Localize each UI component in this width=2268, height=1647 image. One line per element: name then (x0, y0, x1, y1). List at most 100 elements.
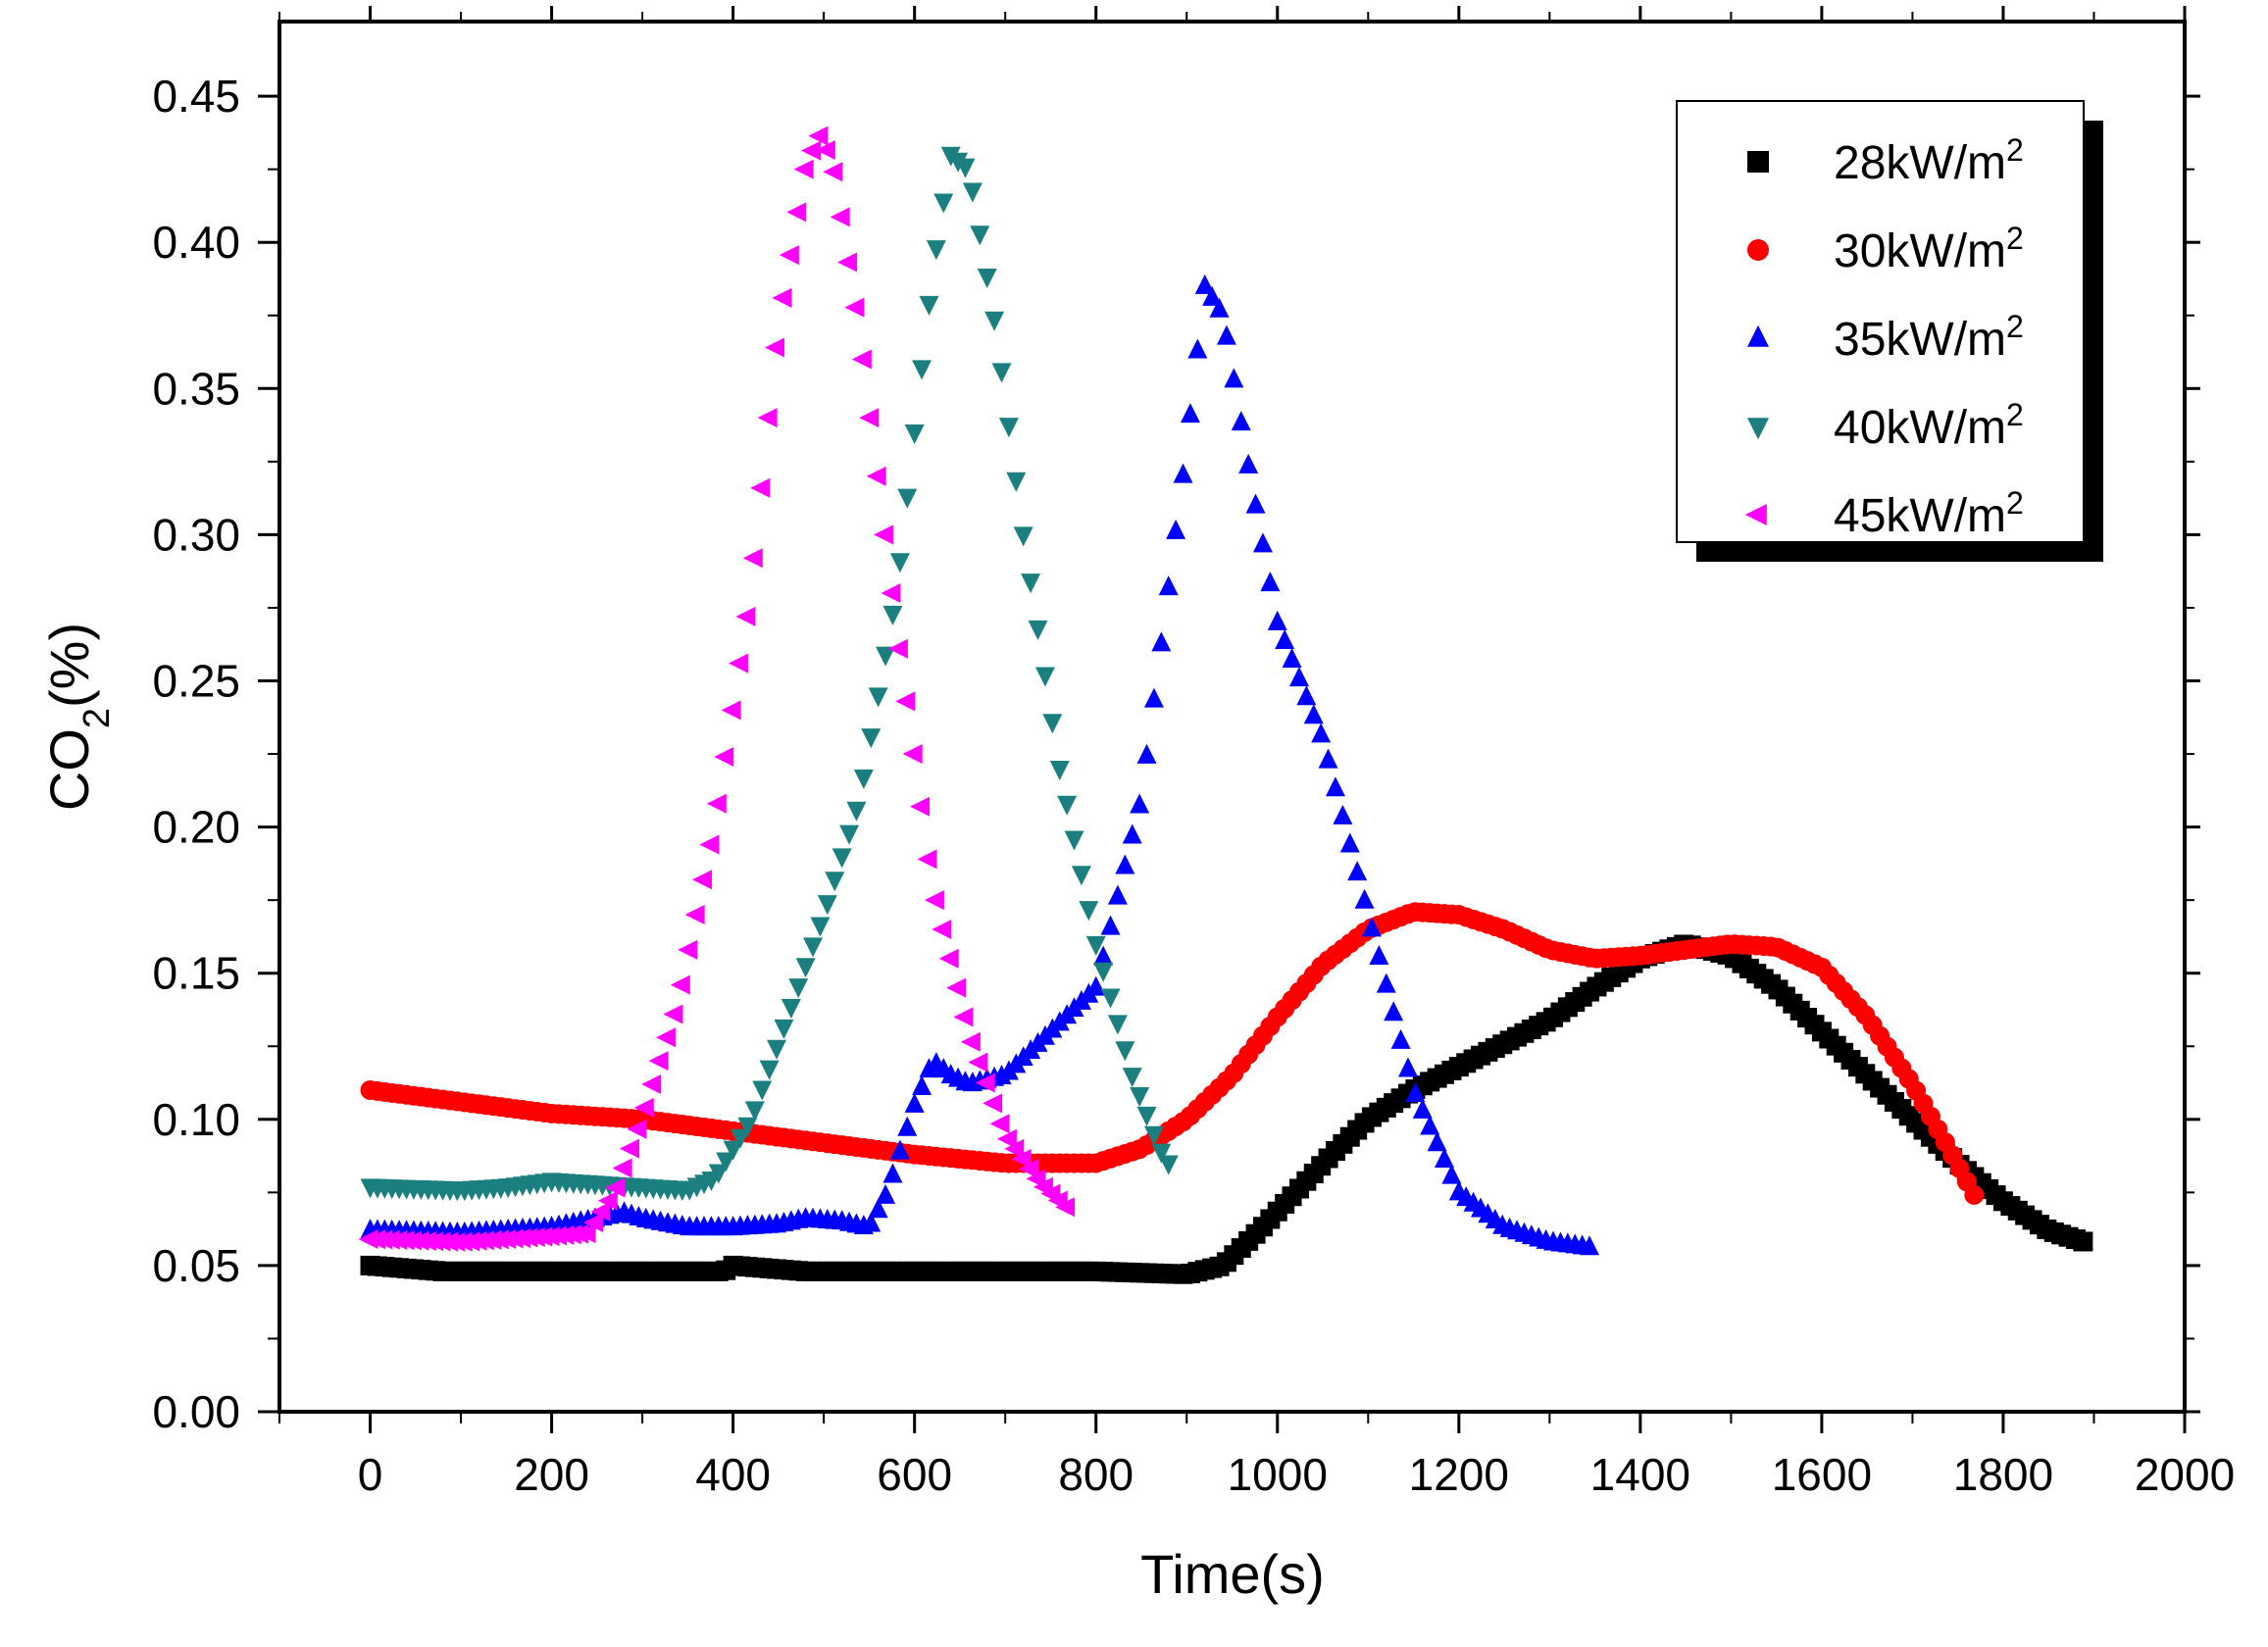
data-point (882, 605, 903, 625)
legend-marker (1747, 151, 1769, 173)
data-point (926, 240, 946, 261)
data-point (1209, 297, 1230, 318)
x-axis-title: Time(s) (1140, 1543, 1325, 1605)
data-point (759, 1060, 780, 1080)
data-point (1173, 463, 1193, 483)
data-point (1019, 1159, 1039, 1179)
x-tick-label: 800 (1058, 1449, 1134, 1500)
series-40kwm (360, 146, 1179, 1202)
y-tick-label: 0.20 (152, 802, 240, 853)
data-point (1187, 338, 1208, 359)
data-point (1136, 743, 1157, 764)
data-point (1180, 403, 1200, 424)
y-tick-label: 0.15 (152, 948, 240, 999)
data-point (861, 728, 882, 749)
data-point (1100, 988, 1121, 1009)
data-point (1013, 526, 1033, 547)
data-point (795, 958, 816, 978)
y-axis-title-subscript: 2 (76, 708, 118, 728)
data-point (815, 139, 835, 160)
data-point (912, 360, 932, 380)
data-point (962, 182, 983, 203)
x-tick-label: 1200 (1409, 1449, 1509, 1500)
legend-label: 35kW/m2 (1834, 309, 2024, 366)
data-point (1085, 975, 1106, 996)
data-point (977, 268, 997, 288)
data-point (1245, 493, 1266, 514)
data-point (678, 939, 698, 960)
data-point (1288, 667, 1309, 687)
y-tick-label: 0.05 (152, 1240, 240, 1291)
data-point (1435, 1147, 1455, 1168)
data-point (1260, 572, 1281, 592)
x-tick-label: 1600 (1772, 1449, 1872, 1500)
data-point (881, 583, 901, 604)
data-point (817, 895, 837, 916)
data-point (670, 974, 690, 995)
data-point (808, 125, 829, 146)
data-point (1441, 1164, 1462, 1184)
data-point (904, 1092, 925, 1113)
data-point (924, 890, 944, 911)
x-tick-label: 0 (358, 1449, 383, 1500)
data-point (1282, 648, 1302, 669)
data-point (895, 691, 916, 712)
series-30kwm (360, 902, 1985, 1205)
data-point (1194, 274, 1215, 294)
data-point (904, 424, 925, 445)
data-point (1405, 1082, 1426, 1103)
data-point (1224, 368, 1244, 388)
data-point (1311, 723, 1332, 743)
data-point (605, 1177, 626, 1198)
data-point (1034, 667, 1055, 687)
legend-marker (1744, 504, 1767, 525)
data-point (1115, 1041, 1135, 1062)
data-point (1318, 748, 1338, 769)
data-point (627, 1119, 647, 1139)
data-point (846, 801, 867, 822)
data-point (919, 295, 939, 316)
axis-ticks: 0 200 400 600 800 1000 1200 1400 1600 1800 2000 0.0… (152, 6, 2235, 1500)
y-tick-label: 0.35 (152, 363, 240, 414)
data-point (887, 638, 908, 659)
data-point (830, 207, 850, 227)
data-point (868, 1198, 888, 1219)
legend-label-superscript: 2 (2006, 132, 2024, 168)
legend-marker (1747, 418, 1769, 440)
data-point (889, 553, 910, 574)
data-point (752, 1080, 773, 1101)
data-point (1252, 532, 1273, 553)
legend-label-superscript: 2 (2006, 309, 2024, 344)
y-tick-label: 0.00 (152, 1386, 240, 1437)
data-point (1122, 1068, 1142, 1088)
data-point (1267, 610, 1287, 630)
data-point (876, 646, 896, 667)
data-point (1166, 519, 1186, 539)
data-point (859, 408, 880, 428)
data-point (861, 1212, 882, 1232)
data-point (1079, 901, 1099, 922)
y-axis-title: CO2(%) (38, 623, 118, 811)
data-point (767, 1039, 787, 1060)
data-point (1339, 832, 1360, 853)
data-point (1361, 917, 1382, 937)
data-point (716, 1152, 736, 1173)
data-point (874, 524, 894, 545)
y-tick-label: 0.45 (152, 71, 240, 122)
data-point (590, 1201, 611, 1222)
data-point (1376, 973, 1396, 993)
data-point (744, 1101, 765, 1122)
data-point (803, 937, 824, 958)
data-point (1151, 631, 1172, 652)
data-point (1143, 1125, 1164, 1146)
data-point (1420, 1115, 1440, 1135)
data-series (358, 125, 2093, 1284)
data-point (1158, 575, 1179, 596)
data-point (955, 158, 976, 178)
legend-label: 28kW/m2 (1834, 132, 2024, 189)
data-point (1130, 793, 1150, 814)
data-point (793, 159, 814, 179)
x-tick-label: 600 (877, 1449, 952, 1500)
data-point (1100, 915, 1121, 935)
data-point (1049, 760, 1070, 780)
